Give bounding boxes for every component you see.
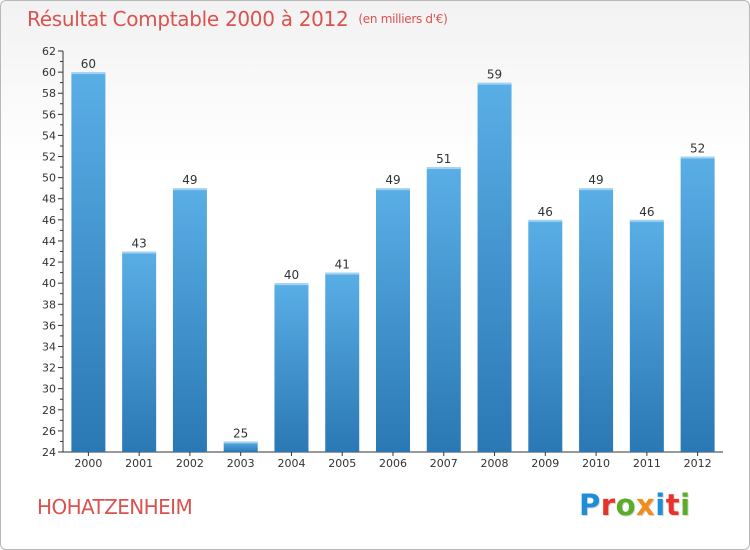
y-tick-label: 30 — [42, 383, 56, 396]
y-tick-label: 44 — [42, 235, 56, 248]
y-tick-label: 60 — [42, 66, 56, 79]
bar-highlight — [274, 283, 309, 286]
bar-highlight — [376, 188, 410, 191]
y-tick-label: 58 — [42, 87, 56, 100]
bar — [629, 219, 664, 452]
y-tick-label: 54 — [42, 129, 56, 142]
y-tick-label: 38 — [42, 298, 56, 311]
logo-letter: P — [579, 488, 601, 522]
y-tick-label: 26 — [42, 425, 56, 438]
bar-highlight — [477, 82, 512, 85]
y-tick-label: 50 — [42, 172, 56, 185]
data-label: 49 — [182, 173, 197, 187]
bar — [325, 272, 360, 452]
x-tick-label: 2009 — [531, 457, 559, 470]
bar — [376, 188, 410, 452]
data-label: 49 — [588, 173, 603, 187]
bar-highlight — [122, 251, 157, 254]
data-label: 41 — [335, 258, 350, 272]
x-tick-label: 2003 — [227, 457, 255, 470]
data-label: 46 — [639, 205, 654, 219]
y-tick-label: 40 — [42, 277, 56, 290]
commune-name: HOHATZENHEIM — [37, 495, 193, 519]
logo-letter: i — [655, 488, 666, 522]
bar-highlight — [579, 188, 614, 191]
bar-highlight — [680, 156, 715, 159]
y-tick-label: 24 — [42, 446, 56, 459]
data-label: 59 — [487, 68, 502, 82]
bar-highlight — [629, 219, 664, 222]
chart-axes: 24 26 28 30 32 34 36 38 40 42 44 46 48 50 52 54 56 58 60 62… — [42, 45, 723, 470]
bar — [223, 441, 258, 452]
y-tick-label: 48 — [42, 193, 56, 206]
x-tick-label: 2011 — [633, 457, 661, 470]
x-tick-label: 2000 — [74, 457, 102, 470]
logo-letter: r — [600, 488, 616, 522]
bar — [172, 188, 207, 452]
y-tick-label: 62 — [42, 45, 56, 58]
bar-highlight — [325, 272, 360, 275]
x-tick-label: 2006 — [379, 457, 407, 470]
y-tick-label: 36 — [42, 319, 56, 332]
x-tick-label: 2012 — [684, 457, 712, 470]
chart-data-labels: 60 43 49 25 40 41 49 51 59 46 49 46 52 — [81, 57, 706, 440]
x-tick-label: 2004 — [277, 457, 305, 470]
data-label: 51 — [436, 152, 451, 166]
logo-letter: o — [615, 488, 637, 522]
bar — [71, 72, 106, 453]
chart-bars — [71, 72, 715, 453]
data-label: 49 — [385, 173, 400, 187]
bar — [426, 167, 461, 452]
y-tick-label: 56 — [42, 108, 56, 121]
chart-subtitle: (en milliers d'€) — [358, 12, 448, 26]
x-tick-label: 2007 — [430, 457, 458, 470]
x-tick-label: 2010 — [582, 457, 610, 470]
proxiti-logo: Proxiti — [579, 488, 691, 522]
bar — [680, 156, 715, 453]
x-tick-label: 2005 — [328, 457, 356, 470]
bar-highlight — [71, 72, 106, 75]
x-tick-label: 2001 — [125, 457, 153, 470]
data-label: 40 — [284, 268, 299, 282]
chart-title-text: Résultat Comptable 2000 à 2012 — [27, 7, 349, 31]
y-tick-label: 42 — [42, 256, 56, 269]
y-tick-label: 52 — [42, 151, 56, 164]
y-tick-label: 28 — [42, 404, 56, 417]
bar-highlight — [223, 441, 258, 444]
bar-highlight — [528, 219, 563, 222]
data-label: 25 — [233, 426, 248, 440]
y-tick-label: 46 — [42, 214, 56, 227]
logo-letter: x — [636, 488, 656, 522]
logo-letter: t — [665, 488, 681, 522]
bar-highlight — [172, 188, 207, 191]
bar — [122, 251, 157, 452]
bar — [274, 283, 309, 452]
logo-letter: i — [680, 488, 691, 522]
y-tick-label: 32 — [42, 362, 56, 375]
bar — [528, 219, 563, 452]
data-label: 46 — [538, 205, 553, 219]
bar — [579, 188, 614, 452]
x-tick-label: 2002 — [176, 457, 204, 470]
y-tick-label: 34 — [42, 340, 56, 353]
bar — [477, 82, 512, 452]
data-label: 52 — [690, 142, 705, 156]
chart-title: Résultat Comptable 2000 à 2012 (en millie… — [27, 7, 448, 31]
bar-highlight — [426, 167, 461, 170]
data-label: 43 — [132, 237, 147, 251]
x-tick-label: 2008 — [481, 457, 509, 470]
data-label: 60 — [81, 57, 96, 71]
